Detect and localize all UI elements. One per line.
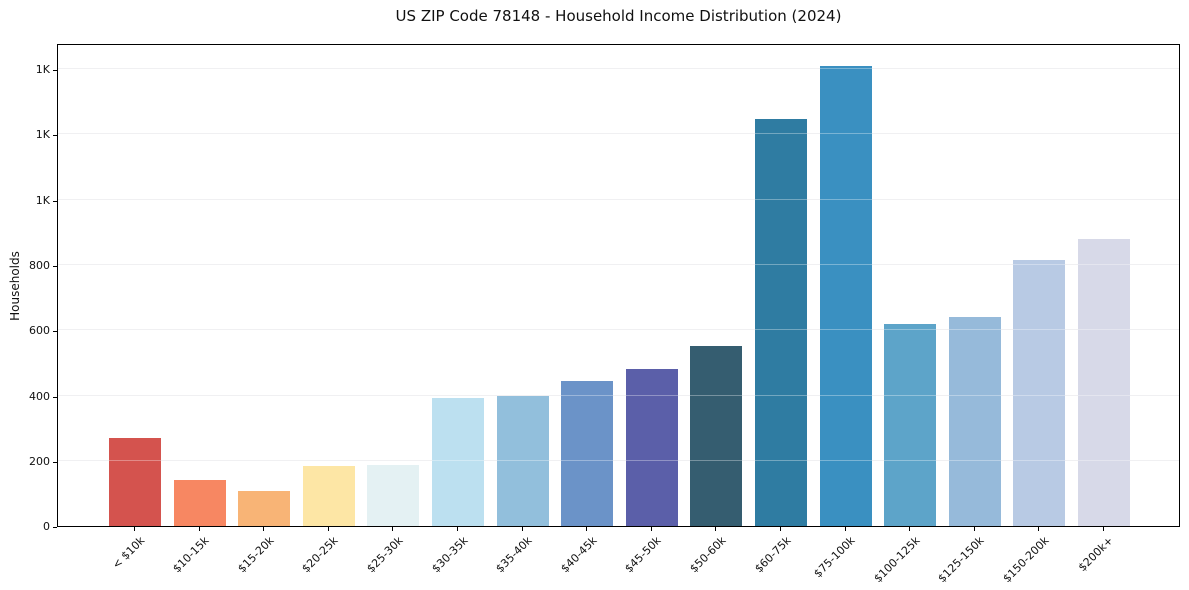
bar xyxy=(1078,238,1130,526)
y-tick-mark xyxy=(53,331,57,333)
y-tick-label: 1K xyxy=(35,193,50,207)
x-tick-mark xyxy=(780,527,781,531)
chart-title: US ZIP Code 78148 - Household Income Dis… xyxy=(395,7,842,25)
y-tick-label: 400 xyxy=(29,389,50,403)
x-tick-mark xyxy=(263,527,265,531)
bar xyxy=(819,66,872,526)
bar xyxy=(625,368,678,526)
x-tick-label: $75-100k xyxy=(811,534,858,581)
y-tick-mark xyxy=(53,200,57,202)
x-tick-mark xyxy=(909,527,911,531)
x-tick-label: $50-60k xyxy=(687,534,729,576)
y-tick-label: 1K xyxy=(35,128,50,142)
x-tick-mark xyxy=(457,527,458,531)
x-tick-mark xyxy=(198,527,200,531)
x-tick-mark xyxy=(327,527,329,531)
x-tick-label: $25-30k xyxy=(364,534,406,576)
bar xyxy=(238,491,291,526)
x-tick-mark xyxy=(392,527,394,531)
gridline xyxy=(58,198,1179,200)
x-tick-mark xyxy=(1103,527,1104,531)
gridline xyxy=(58,394,1179,396)
bar xyxy=(690,345,743,526)
gridline xyxy=(58,459,1179,461)
x-tick-mark xyxy=(650,527,652,531)
x-tick-label: $100-125k xyxy=(871,534,923,586)
x-tick-label: $35-40k xyxy=(493,534,535,576)
bar xyxy=(884,324,937,526)
bar xyxy=(948,316,1001,526)
bar xyxy=(496,396,549,526)
y-tick-mark xyxy=(53,70,57,72)
y-tick-mark xyxy=(53,461,57,463)
bar xyxy=(1013,260,1066,526)
y-tick-mark xyxy=(53,265,57,267)
plot-area xyxy=(57,44,1180,527)
gridline xyxy=(58,263,1179,265)
gridline xyxy=(58,133,1179,135)
x-tick-label: $40-45k xyxy=(558,534,600,576)
x-tick-label: $10-15k xyxy=(170,534,212,576)
gridline xyxy=(58,68,1179,70)
gridline xyxy=(58,394,1179,396)
y-tick-label: 0 xyxy=(43,520,50,533)
x-tick-label: $15-20k xyxy=(235,534,277,576)
gridline xyxy=(58,459,1179,461)
x-tick-label: $30-35k xyxy=(428,534,471,576)
x-tick-label: $60-75k xyxy=(751,534,794,576)
x-tick-mark xyxy=(586,527,588,531)
bar xyxy=(367,465,420,526)
x-tick-label: $125-150k xyxy=(935,534,987,586)
y-tick-mark xyxy=(53,135,57,137)
bar xyxy=(561,380,614,526)
gridline xyxy=(58,68,1179,70)
y-tick-label: 1K xyxy=(35,63,50,77)
gridline xyxy=(58,263,1179,265)
x-tick-mark xyxy=(521,527,523,531)
y-tick-label: 600 xyxy=(29,324,50,338)
gridline xyxy=(58,133,1179,135)
bar xyxy=(302,466,355,526)
gridline xyxy=(58,329,1179,331)
y-tick-label: 200 xyxy=(29,454,50,468)
gridline xyxy=(58,329,1179,331)
x-tick-label: $200k+ xyxy=(1076,534,1117,575)
x-tick-mark xyxy=(844,527,846,531)
x-tick-mark xyxy=(134,527,135,531)
x-tick-label: $45-50k xyxy=(622,534,664,576)
x-tick-label: $20-25k xyxy=(299,534,341,576)
x-tick-mark xyxy=(715,527,717,531)
x-tick-label: $150-200k xyxy=(1000,534,1052,586)
x-tick-mark xyxy=(973,527,975,531)
bar xyxy=(755,119,807,526)
x-tick-mark xyxy=(1038,527,1040,531)
y-tick-mark xyxy=(53,527,57,528)
gridline xyxy=(58,198,1179,200)
y-tick-mark xyxy=(53,396,57,398)
bar xyxy=(109,437,161,526)
x-tick-label: < $10k xyxy=(109,534,148,572)
bar xyxy=(432,397,484,526)
bar xyxy=(173,480,226,526)
y-tick-label: 800 xyxy=(29,258,50,272)
